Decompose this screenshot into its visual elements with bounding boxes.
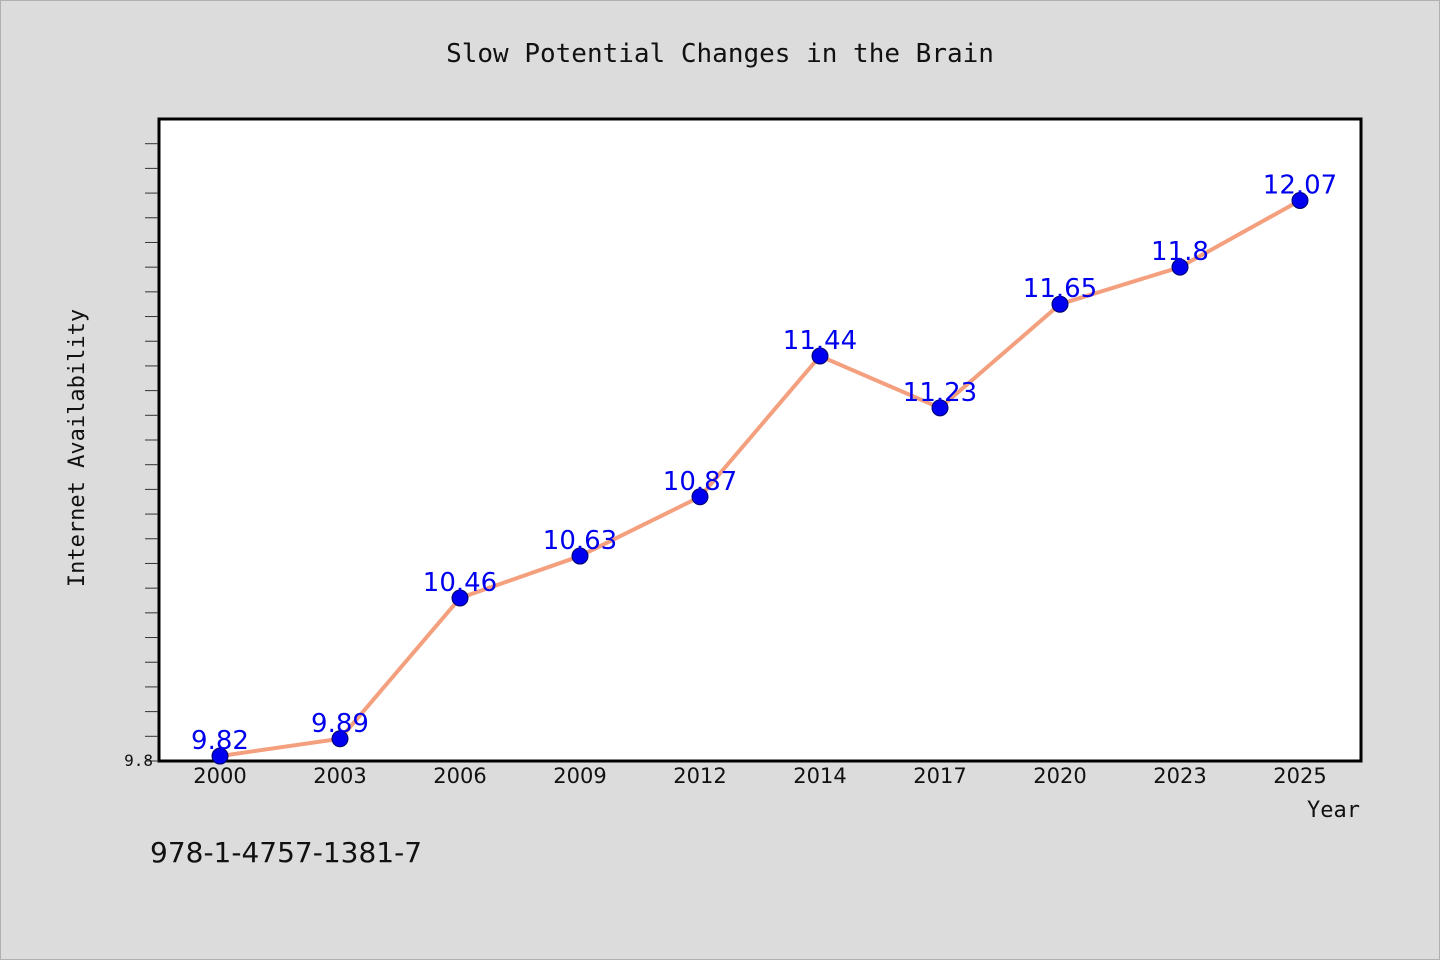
series-line xyxy=(219,198,1301,759)
x-tick-label: 2012 xyxy=(673,764,726,788)
data-label: 11.65 xyxy=(1023,274,1097,304)
data-label: 9.89 xyxy=(311,709,369,739)
data-point xyxy=(331,730,349,748)
y-tick-label: 9.8 xyxy=(124,751,153,770)
data-point xyxy=(571,547,589,565)
data-point xyxy=(1171,258,1189,276)
data-point xyxy=(691,488,709,506)
data-points xyxy=(211,191,1309,765)
x-tick-label: 2000 xyxy=(193,764,246,788)
isbn-text: 978-1-4757-1381-7 xyxy=(150,836,422,869)
data-point xyxy=(1051,295,1069,313)
data-label: 11.23 xyxy=(903,378,977,408)
x-tick-label: 2023 xyxy=(1153,764,1206,788)
y-axis-label: Internet Availability xyxy=(65,309,90,587)
plot-area xyxy=(157,117,1363,763)
data-point xyxy=(811,347,829,365)
data-label: 10.46 xyxy=(423,568,497,598)
x-tick-labels: 2000 2003 2006 2009 2012 2014 2017 2020 2023 2025 xyxy=(193,764,1326,788)
x-tick-label: 2009 xyxy=(553,764,606,788)
y-axis xyxy=(145,143,158,762)
x-tick-label: 2006 xyxy=(433,764,486,788)
data-label: 9.82 xyxy=(191,726,249,756)
x-tick-label: 2014 xyxy=(793,764,846,788)
data-point xyxy=(451,589,469,607)
data-label: 10.87 xyxy=(663,467,737,497)
x-tick-label: 2025 xyxy=(1273,764,1326,788)
data-point xyxy=(211,747,229,765)
x-axis-label: Year xyxy=(1307,798,1360,823)
data-point xyxy=(1291,191,1309,209)
data-label: 11.8 xyxy=(1151,237,1209,267)
data-labels: 9.82 9.89 10.46 10.63 10.87 11.44 11.23 11.65 11… xyxy=(191,170,1337,756)
data-label: 12.07 xyxy=(1263,170,1337,200)
chart-title: Slow Potential Changes in the Brain xyxy=(446,39,994,69)
x-tick-label: 2020 xyxy=(1033,764,1086,788)
data-label: 11.44 xyxy=(783,326,857,356)
x-tick-label: 2003 xyxy=(313,764,366,788)
data-label: 10.63 xyxy=(543,526,617,556)
data-point xyxy=(931,399,949,417)
x-tick-label: 2017 xyxy=(913,764,966,788)
y-tick-labels: 9.8 xyxy=(124,751,153,770)
